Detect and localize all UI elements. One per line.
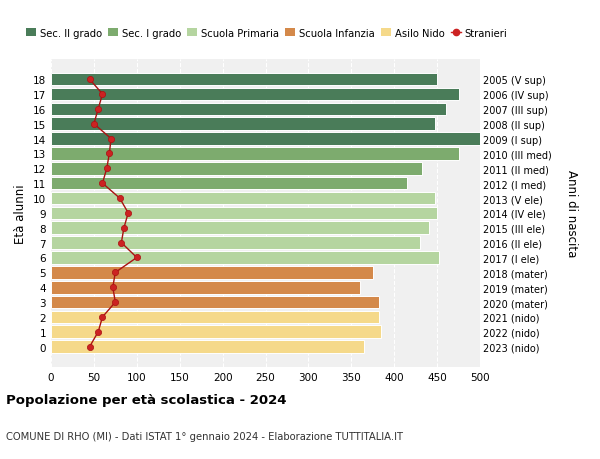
Bar [51, 207, 437, 220]
Bar [51, 252, 439, 264]
Text: COMUNE DI RHO (MI) - Dati ISTAT 1° gennaio 2024 - Elaborazione TUTTITALIA.IT: COMUNE DI RHO (MI) - Dati ISTAT 1° genna… [6, 431, 403, 441]
Bar [51, 73, 437, 86]
Bar [51, 311, 379, 324]
Bar [51, 162, 422, 175]
Bar [51, 192, 436, 205]
Bar [51, 281, 360, 294]
Bar [51, 89, 458, 101]
Y-axis label: Età alunni: Età alunni [14, 184, 28, 243]
Bar [51, 178, 407, 190]
Bar [51, 118, 436, 131]
Bar [51, 267, 373, 279]
Text: Popolazione per età scolastica - 2024: Popolazione per età scolastica - 2024 [6, 393, 287, 406]
Bar [51, 341, 364, 353]
Legend: Sec. II grado, Sec. I grado, Scuola Primaria, Scuola Infanzia, Asilo Nido, Stran: Sec. II grado, Sec. I grado, Scuola Prim… [22, 25, 511, 43]
Bar [51, 237, 420, 249]
Y-axis label: Anni di nascita: Anni di nascita [565, 170, 578, 257]
Bar [51, 103, 446, 116]
Bar [51, 296, 379, 309]
Bar [51, 326, 382, 338]
Bar [51, 148, 458, 160]
Bar [51, 222, 428, 235]
Bar [51, 133, 480, 146]
